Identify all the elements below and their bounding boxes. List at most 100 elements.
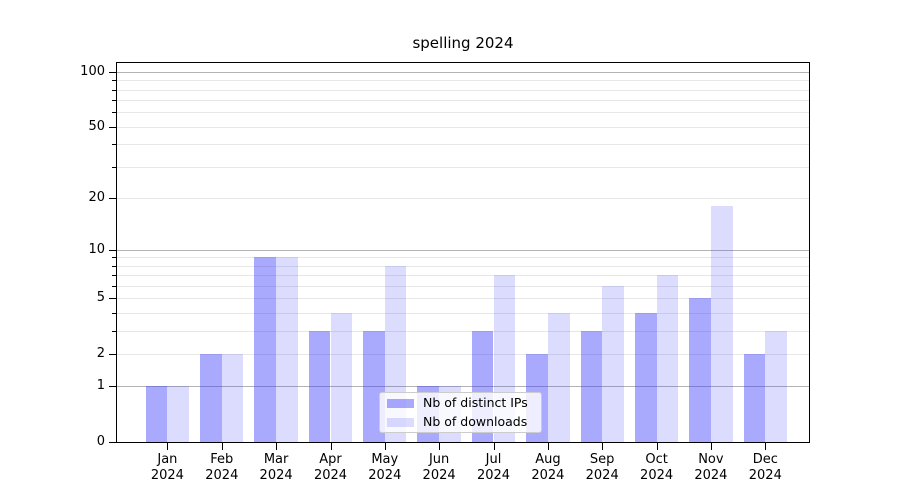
month-name: Jul <box>485 452 502 467</box>
minor-gridline-6 <box>117 286 809 287</box>
bar-feb-downloads <box>221 353 244 442</box>
month-year: 2024 <box>476 468 511 483</box>
x-tick-feb <box>221 443 223 450</box>
y-minor-tick-90 <box>112 80 116 82</box>
y-minor-tick-7 <box>112 275 116 277</box>
month-name: Oct <box>645 452 668 467</box>
x-tick-jan <box>167 443 169 450</box>
minor-gridline-20 <box>117 197 809 199</box>
bar-dec-distinct-ips <box>743 353 766 442</box>
x-tick-apr <box>330 443 332 450</box>
y-tick-label-5: 5 <box>96 290 105 306</box>
y-tick-10 <box>109 249 116 251</box>
month-name: Feb <box>210 452 234 467</box>
plot-area: Nb of distinct IPs Nb of downloads <box>116 62 810 443</box>
y-minor-tick-6 <box>112 286 116 287</box>
y-minor-tick-3 <box>112 330 116 332</box>
x-tick-label-aug: Aug 2024 <box>518 452 578 484</box>
y-minor-tick-9 <box>112 257 116 259</box>
minor-gridline-70 <box>117 100 809 102</box>
bar-mar-distinct-ips <box>254 257 277 442</box>
bar-jan-downloads <box>167 386 190 442</box>
bar-jan-distinct-ips <box>145 386 168 442</box>
bar-apr-downloads <box>330 313 353 442</box>
major-gridline-100 <box>117 72 809 73</box>
month-name: May <box>371 452 399 467</box>
x-tick-label-jul: Jul 2024 <box>464 452 524 484</box>
x-tick-label-dec: Dec 2024 <box>735 452 795 484</box>
y-tick-label-0: 0 <box>96 434 105 449</box>
minor-gridline-90 <box>117 80 809 82</box>
minor-gridline-2 <box>117 353 809 355</box>
legend-item-distinct-ips: Nb of distinct IPs <box>387 396 534 410</box>
month-year: 2024 <box>585 468 619 483</box>
y-minor-tick-70 <box>112 100 116 102</box>
x-tick-sep <box>602 443 604 450</box>
minor-gridline-30 <box>117 166 809 168</box>
month-year: 2024 <box>205 468 239 483</box>
y-tick-0 <box>109 442 116 443</box>
x-tick-label-oct: Oct 2024 <box>627 452 687 484</box>
legend: Nb of distinct IPs Nb of downloads <box>379 392 542 433</box>
month-name: Jan <box>157 452 178 467</box>
bar-oct-downloads <box>656 275 679 442</box>
y-minor-tick-40 <box>112 144 116 146</box>
minor-gridline-80 <box>117 89 809 91</box>
month-year: 2024 <box>368 468 402 483</box>
x-tick-label-jan: Jan 2024 <box>137 452 197 484</box>
x-tick-label-feb: Feb 2024 <box>192 452 252 484</box>
x-tick-label-sep: Sep 2024 <box>572 452 632 484</box>
month-year: 2024 <box>531 468 565 483</box>
y-minor-tick-30 <box>112 166 116 168</box>
minor-gridline-40 <box>117 144 809 146</box>
legend-swatch-distinct-ips <box>387 398 414 408</box>
bar-feb-distinct-ips <box>200 353 222 442</box>
legend-label-downloads: Nb of downloads <box>423 414 528 429</box>
month-year: 2024 <box>422 468 456 483</box>
bar-sep-distinct-ips <box>580 330 603 442</box>
month-name: Nov <box>698 452 724 467</box>
y-tick-label-2: 2 <box>96 345 105 361</box>
legend-item-downloads: Nb of downloads <box>387 415 534 429</box>
major-gridline-1 <box>117 386 809 388</box>
y-tick-50 <box>109 126 116 128</box>
y-tick-2 <box>109 353 116 355</box>
y-tick-label-1: 1 <box>96 378 105 394</box>
x-tick-may <box>384 443 386 450</box>
y-minor-tick-4 <box>112 313 116 314</box>
x-tick-label-may: May 2024 <box>355 452 415 484</box>
month-name: Aug <box>535 452 561 467</box>
y-tick-100 <box>109 72 116 73</box>
major-gridline-10 <box>117 249 809 251</box>
minor-gridline-4 <box>117 313 809 314</box>
y-tick-20 <box>109 197 116 199</box>
y-tick-1 <box>109 386 116 388</box>
x-tick-label-nov: Nov 2024 <box>681 452 741 484</box>
month-name: Mar <box>263 452 289 467</box>
x-tick-nov <box>710 443 712 450</box>
x-tick-jul <box>493 443 495 450</box>
month-year: 2024 <box>150 468 184 483</box>
x-tick-jun <box>439 443 441 450</box>
chart-title: spelling 2024 <box>412 34 514 52</box>
x-tick-label-apr: Apr 2024 <box>301 452 361 484</box>
month-year: 2024 <box>748 468 782 483</box>
month-name: Jun <box>428 452 450 467</box>
month-year: 2024 <box>694 468 728 483</box>
y-tick-label-20: 20 <box>88 189 105 205</box>
bar-nov-distinct-ips <box>689 298 711 442</box>
x-tick-dec <box>765 443 767 450</box>
y-tick-label-50: 50 <box>88 118 105 134</box>
minor-gridline-9 <box>117 257 809 259</box>
bar-nov-downloads <box>710 205 733 442</box>
bar-aug-downloads <box>547 313 570 442</box>
bar-mar-downloads <box>276 257 298 442</box>
minor-gridline-7 <box>117 275 809 277</box>
month-year: 2024 <box>640 468 674 483</box>
y-tick-label-10: 10 <box>88 241 105 257</box>
y-tick-label-100: 100 <box>80 64 105 79</box>
x-tick-label-jun: Jun 2024 <box>409 452 469 484</box>
month-name: Apr <box>319 452 342 467</box>
minor-gridline-60 <box>117 112 809 114</box>
